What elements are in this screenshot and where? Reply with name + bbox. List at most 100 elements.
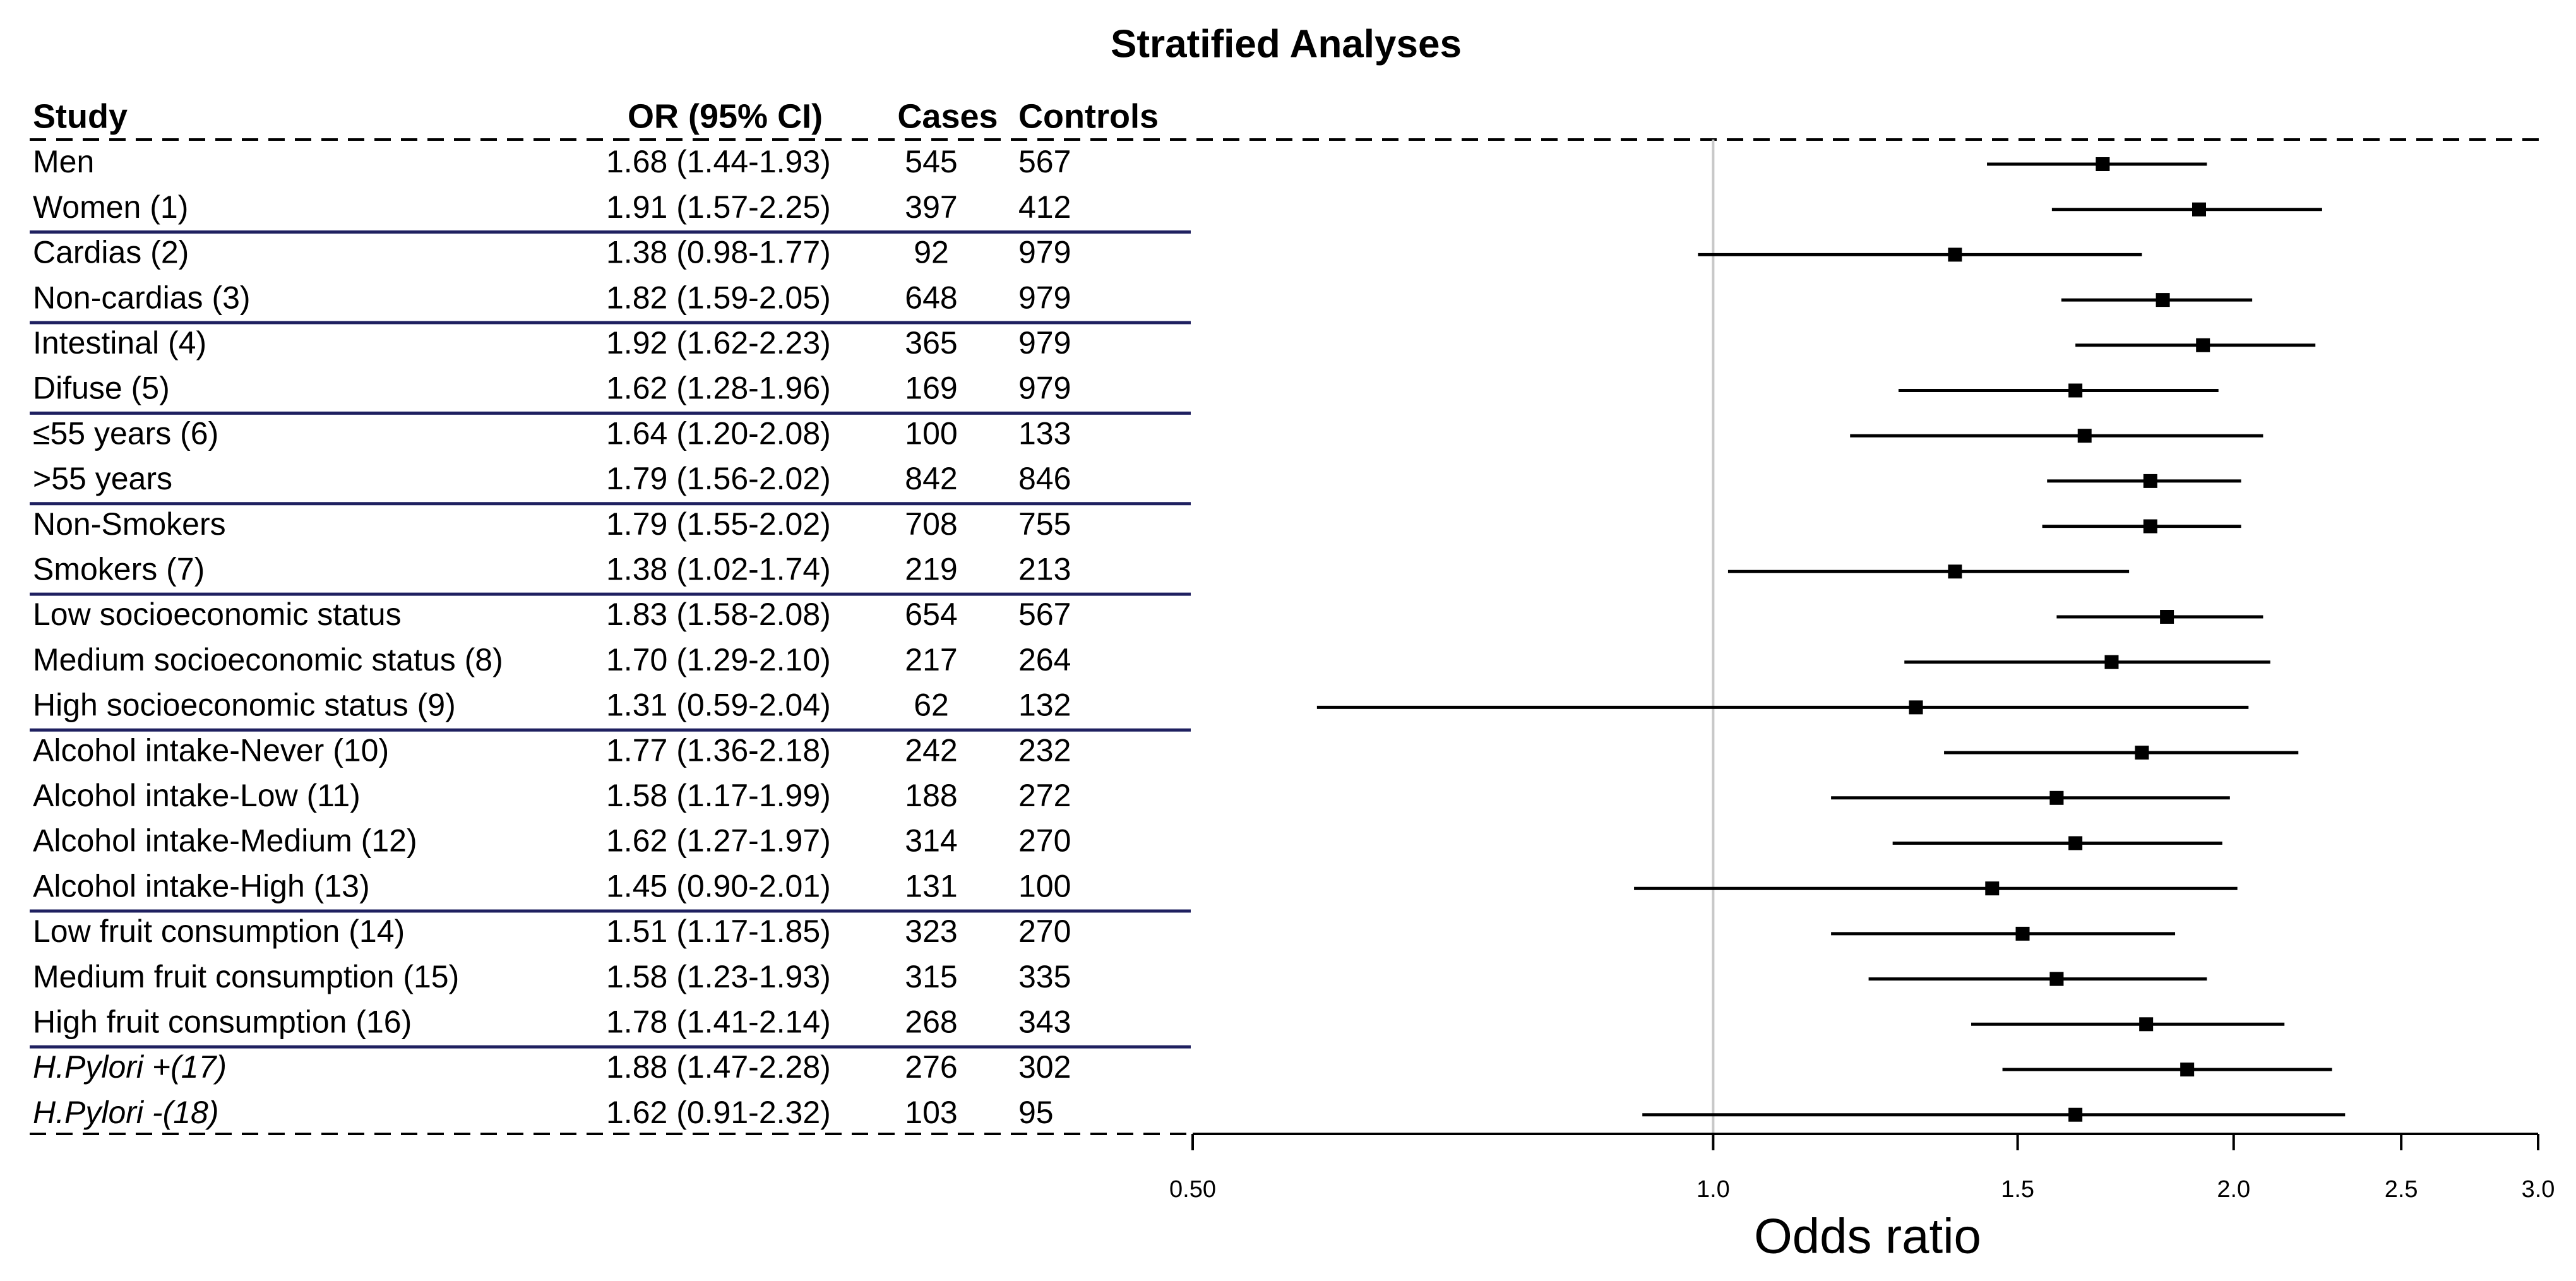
controls: 979 — [1018, 325, 1071, 360]
cases: 323 — [905, 914, 957, 949]
point-estimate — [2096, 157, 2110, 171]
point-estimate — [2068, 836, 2083, 850]
or-ci: 1.31 (0.59-2.04) — [606, 688, 831, 723]
study-label: Men — [33, 144, 94, 179]
study-label: Alcohol intake-Never (10) — [33, 732, 389, 768]
or-ci: 1.70 (1.29-2.10) — [606, 642, 831, 677]
cases: 708 — [905, 506, 957, 542]
cases: 188 — [905, 778, 957, 813]
cases: 219 — [905, 552, 957, 587]
x-axis-label: Odds ratio — [1754, 1208, 1981, 1264]
point-estimate — [2049, 790, 2064, 805]
x-tick-label: 0.50 — [1169, 1176, 1216, 1203]
point-estimate — [1909, 700, 1923, 715]
cases: 92 — [914, 235, 949, 270]
study-label: Medium fruit consumption (15) — [33, 959, 459, 994]
or-ci: 1.62 (0.91-2.32) — [606, 1095, 831, 1130]
study-label: ≤55 years (6) — [33, 415, 218, 451]
point-estimate — [2143, 474, 2157, 488]
controls: 232 — [1018, 732, 1071, 768]
study-label: Low socioeconomic status — [33, 597, 402, 632]
or-ci: 1.51 (1.17-1.85) — [606, 914, 831, 949]
or-ci: 1.92 (1.62-2.23) — [606, 325, 831, 360]
or-ci: 1.88 (1.47-2.28) — [606, 1049, 831, 1085]
cases: 315 — [905, 959, 957, 994]
controls: 567 — [1018, 144, 1071, 179]
or-ci: 1.58 (1.23-1.93) — [606, 959, 831, 994]
or-ci: 1.58 (1.17-1.99) — [606, 778, 831, 813]
cases: 103 — [905, 1095, 957, 1130]
chart-title: Stratified Analyses — [1111, 22, 1462, 66]
or-ci: 1.62 (1.28-1.96) — [606, 371, 831, 406]
study-label: High fruit consumption (16) — [33, 1004, 412, 1040]
controls: 133 — [1018, 415, 1071, 451]
point-estimate — [1985, 881, 2000, 896]
cases: 397 — [905, 189, 957, 225]
column-header: OR (95% CI) — [628, 97, 823, 135]
x-tick-label: 1.0 — [1696, 1176, 1730, 1203]
cases: 276 — [905, 1049, 957, 1085]
column-header: Cases — [897, 97, 998, 135]
or-ci: 1.62 (1.27-1.97) — [606, 823, 831, 859]
study-label: Cardias (2) — [33, 235, 189, 270]
controls: 979 — [1018, 280, 1071, 315]
controls: 264 — [1018, 642, 1071, 677]
or-ci: 1.68 (1.44-1.93) — [606, 144, 831, 179]
point-estimate — [2156, 293, 2170, 307]
controls: 755 — [1018, 506, 1071, 542]
cases: 648 — [905, 280, 957, 315]
study-label: H.Pylori -(18) — [33, 1095, 218, 1130]
or-ci: 1.83 (1.58-2.08) — [606, 597, 831, 632]
or-ci: 1.38 (1.02-1.74) — [606, 552, 831, 587]
point-estimate — [2143, 519, 2157, 533]
study-label: >55 years — [33, 461, 172, 496]
controls: 272 — [1018, 778, 1071, 813]
cases: 217 — [905, 642, 957, 677]
point-estimate — [2196, 338, 2210, 352]
point-estimate — [2068, 1107, 2083, 1122]
point-estimate — [2139, 1017, 2154, 1032]
cases: 545 — [905, 144, 957, 179]
column-header: Controls — [1018, 97, 1159, 135]
controls: 979 — [1018, 371, 1071, 406]
study-label: Alcohol intake-Low (11) — [33, 778, 361, 813]
study-label: Women (1) — [33, 189, 188, 225]
or-ci: 1.91 (1.57-2.25) — [606, 189, 831, 225]
cases: 268 — [905, 1004, 957, 1040]
or-ci: 1.82 (1.59-2.05) — [606, 280, 831, 315]
point-estimate — [2077, 429, 2092, 443]
point-estimate — [1948, 564, 1962, 579]
or-ci: 1.79 (1.56-2.02) — [606, 461, 831, 496]
or-ci: 1.77 (1.36-2.18) — [606, 732, 831, 768]
x-tick-label: 2.0 — [2217, 1176, 2250, 1203]
point-estimate — [2160, 610, 2174, 624]
point-estimate — [2068, 383, 2083, 398]
cases: 62 — [914, 688, 949, 723]
controls: 132 — [1018, 688, 1071, 723]
column-header: Study — [33, 97, 128, 135]
controls: 270 — [1018, 823, 1071, 859]
controls: 302 — [1018, 1049, 1071, 1085]
study-label: Medium socioeconomic status (8) — [33, 642, 503, 677]
controls: 343 — [1018, 1004, 1071, 1040]
study-label: Non-cardias (3) — [33, 280, 251, 315]
x-tick-label: 2.5 — [2385, 1176, 2418, 1203]
point-estimate — [2049, 972, 2064, 986]
point-estimate — [2192, 202, 2207, 217]
study-label: Smokers (7) — [33, 552, 205, 587]
controls: 270 — [1018, 914, 1071, 949]
x-tick-label: 3.0 — [2522, 1176, 2555, 1203]
cases: 654 — [905, 597, 957, 632]
point-estimate — [1948, 247, 1962, 262]
cases: 842 — [905, 461, 957, 496]
controls: 95 — [1018, 1095, 1054, 1130]
x-tick-label: 1.5 — [2001, 1176, 2034, 1203]
cases: 242 — [905, 732, 957, 768]
study-label: Difuse (5) — [33, 371, 170, 406]
study-label: Alcohol intake-High (13) — [33, 868, 370, 903]
cases: 169 — [905, 371, 957, 406]
cases: 365 — [905, 325, 957, 360]
or-ci: 1.78 (1.41-2.14) — [606, 1004, 831, 1040]
or-ci: 1.38 (0.98-1.77) — [606, 235, 831, 270]
